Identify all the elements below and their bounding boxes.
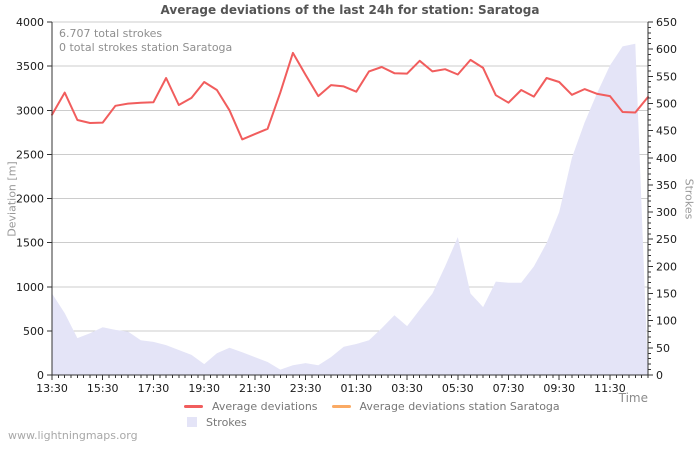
- svg-text:01:30: 01:30: [340, 382, 372, 395]
- legend-row-1: Average deviations Average deviations st…: [184, 398, 574, 414]
- legend: Average deviations Average deviations st…: [184, 398, 574, 430]
- svg-text:500: 500: [23, 325, 44, 338]
- svg-text:50: 50: [656, 342, 670, 355]
- svg-text:19:30: 19:30: [188, 382, 220, 395]
- svg-text:13:30: 13:30: [36, 382, 68, 395]
- svg-text:200: 200: [656, 260, 677, 273]
- svg-text:350: 350: [656, 179, 677, 192]
- svg-text:15:30: 15:30: [87, 382, 119, 395]
- svg-text:650: 650: [656, 16, 677, 29]
- svg-text:03:30: 03:30: [391, 382, 423, 395]
- x-axis-title: Time: [618, 391, 648, 405]
- svg-text:1000: 1000: [16, 281, 44, 294]
- svg-text:23:30: 23:30: [290, 382, 322, 395]
- svg-text:07:30: 07:30: [493, 382, 525, 395]
- annotation-total-strokes: 6.707 total strokes: [59, 27, 163, 40]
- legend-label-station-deviations: Average deviations station Saratoga: [359, 399, 560, 413]
- svg-text:150: 150: [656, 288, 677, 301]
- annotation-station-strokes: 0 total strokes station Saratoga: [59, 41, 233, 54]
- svg-text:450: 450: [656, 125, 677, 138]
- svg-text:100: 100: [656, 315, 677, 328]
- svg-text:09:30: 09:30: [543, 382, 575, 395]
- svg-text:21:30: 21:30: [239, 382, 271, 395]
- legend-label-strokes: Strokes: [206, 415, 247, 429]
- svg-text:0: 0: [37, 369, 44, 382]
- chart-title: Average deviations of the last 24h for s…: [160, 3, 540, 17]
- svg-text:11:30: 11:30: [594, 382, 626, 395]
- legend-row-2: Strokes: [184, 414, 574, 430]
- svg-text:2000: 2000: [16, 193, 44, 206]
- svg-text:550: 550: [656, 70, 677, 83]
- svg-text:4000: 4000: [16, 16, 44, 29]
- svg-text:05:30: 05:30: [442, 382, 474, 395]
- svg-text:400: 400: [656, 152, 677, 165]
- legend-item-average-deviations: Average deviations: [184, 400, 318, 413]
- svg-text:3000: 3000: [16, 104, 44, 117]
- legend-label-average-deviations: Average deviations: [212, 399, 318, 413]
- svg-text:250: 250: [656, 233, 677, 246]
- legend-swatch-station-deviations: [331, 404, 351, 408]
- watermark: www.lightningmaps.org: [8, 429, 138, 442]
- svg-text:600: 600: [656, 43, 677, 56]
- svg-text:3500: 3500: [16, 60, 44, 73]
- legend-item-strokes: Strokes: [184, 416, 247, 429]
- svg-text:17:30: 17:30: [138, 382, 170, 395]
- svg-text:2500: 2500: [16, 148, 44, 161]
- legend-swatch-strokes: [187, 417, 197, 427]
- svg-text:1500: 1500: [16, 237, 44, 250]
- legend-swatch-average-deviations: [184, 404, 203, 408]
- svg-text:500: 500: [656, 97, 677, 110]
- legend-item-station-deviations: Average deviations station Saratoga: [331, 399, 560, 413]
- svg-text:0: 0: [656, 369, 663, 382]
- svg-text:300: 300: [656, 206, 677, 219]
